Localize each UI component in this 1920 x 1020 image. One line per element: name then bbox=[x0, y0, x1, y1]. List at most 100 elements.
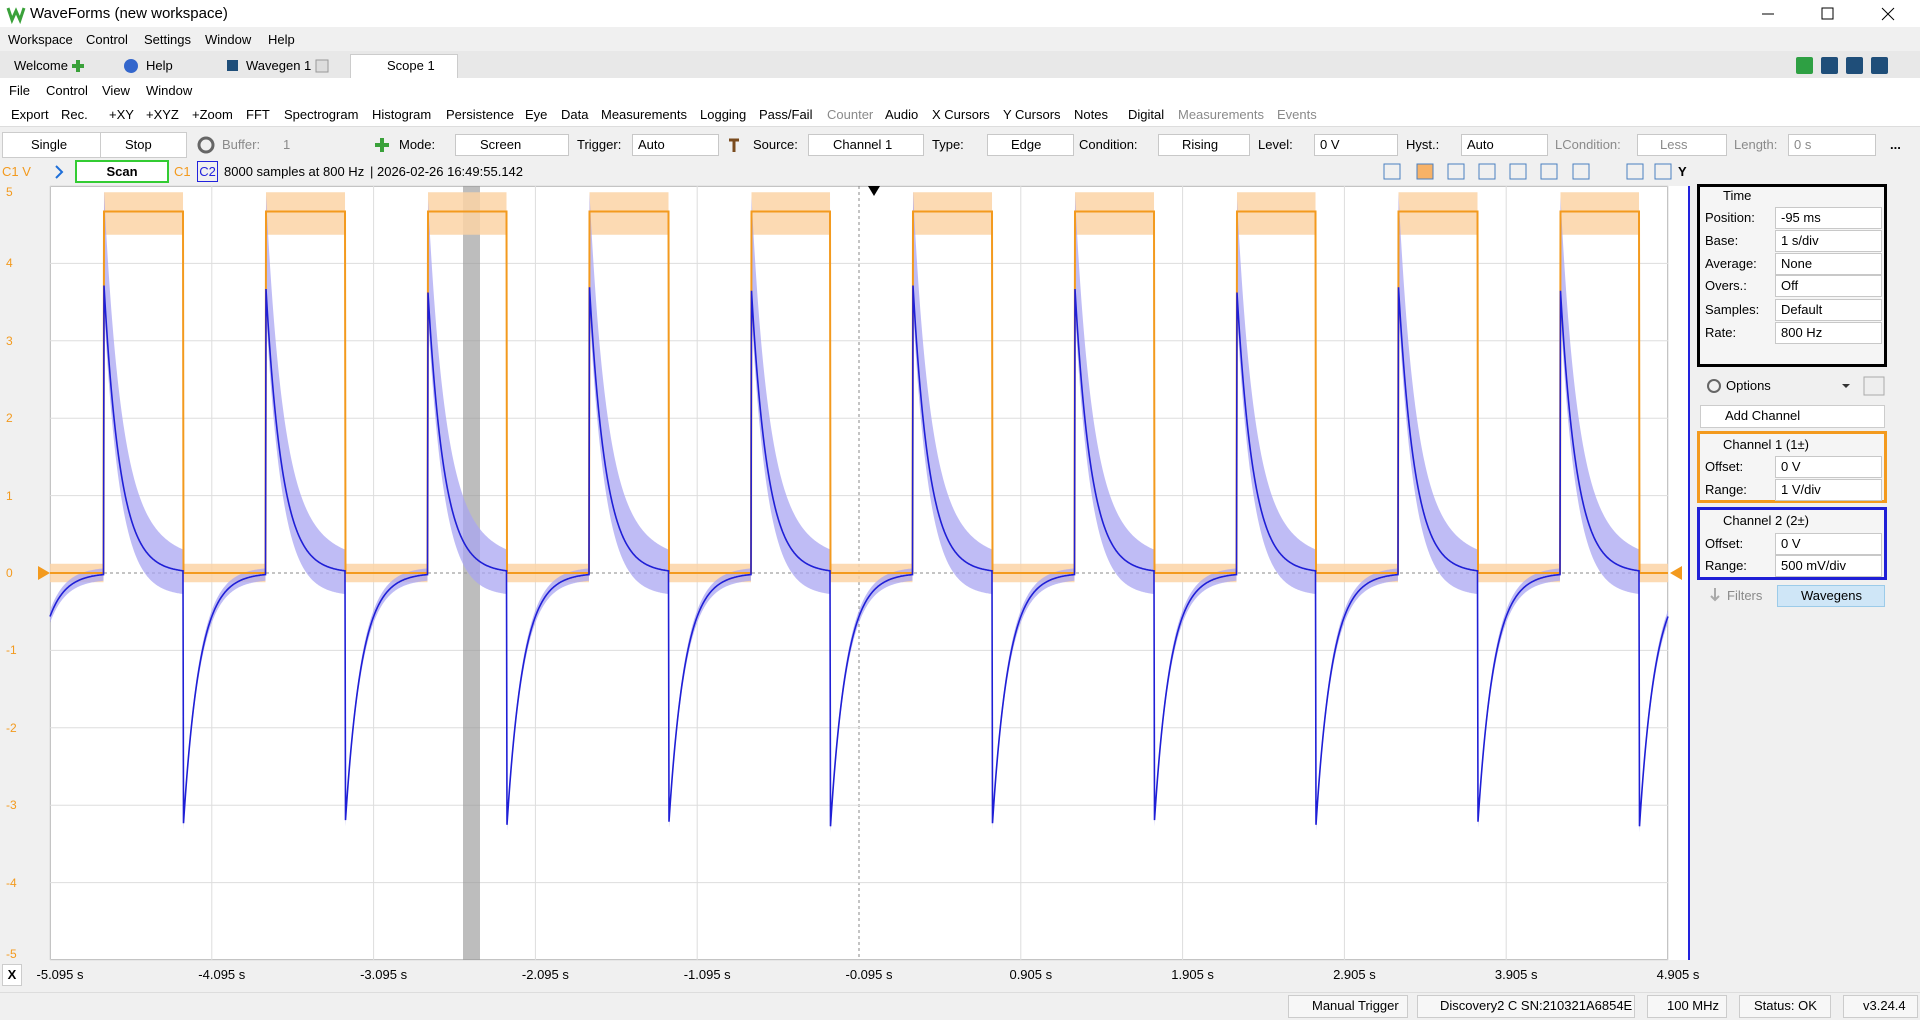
y-button[interactable]: Y bbox=[1678, 164, 1687, 179]
button[interactable] bbox=[2, 132, 114, 158]
trigger-combo[interactable]: Auto bbox=[632, 134, 719, 156]
menu-item[interactable]: Control bbox=[86, 32, 128, 47]
toolbar-button[interactable]: +XYZ bbox=[146, 107, 179, 122]
condition-combo[interactable]: Rising bbox=[1158, 134, 1250, 156]
toolbar-button[interactable]: Measurements bbox=[601, 107, 687, 122]
length-combo[interactable]: 0 s bbox=[1788, 134, 1876, 156]
field-combo[interactable]: 1 V/div bbox=[1775, 479, 1882, 501]
menu-item[interactable]: Control bbox=[46, 83, 88, 98]
status-item[interactable] bbox=[1288, 995, 1408, 1018]
single-label[interactable]: Single bbox=[31, 137, 68, 152]
toolbar-button[interactable]: Events bbox=[1277, 107, 1317, 122]
field-combo[interactable]: Default bbox=[1775, 299, 1882, 321]
menu-item[interactable]: Workspace bbox=[8, 32, 73, 47]
close-tab bbox=[315, 59, 329, 73]
status-text[interactable]: Manual Trigger bbox=[1312, 998, 1399, 1013]
toolbar-button[interactable]: Logging bbox=[700, 107, 747, 122]
hammer-icon bbox=[729, 138, 739, 152]
y-tick-label: 3 bbox=[6, 333, 13, 348]
button[interactable] bbox=[100, 132, 187, 158]
toolbar-button[interactable]: Y Cursors bbox=[1003, 107, 1061, 122]
status-text[interactable]: 100 MHz bbox=[1667, 998, 1720, 1013]
panel-header[interactable]: Channel 2 (2±) bbox=[1723, 513, 1809, 528]
tab-label[interactable]: Wavegen 1 bbox=[246, 58, 312, 73]
status-text[interactable]: Discovery2 C SN:210321A6854E bbox=[1440, 998, 1633, 1013]
unit-label: C1 V bbox=[2, 164, 31, 179]
label: Mode: bbox=[399, 137, 436, 152]
y-tick-label: 0 bbox=[6, 566, 13, 580]
toolbar-button[interactable]: Persistence bbox=[446, 107, 514, 122]
tab-label[interactable]: Welcome bbox=[14, 58, 68, 73]
toolbar-button[interactable]: +XY bbox=[109, 107, 134, 122]
status-item[interactable] bbox=[1647, 995, 1727, 1018]
field-combo[interactable]: 800 Hz bbox=[1775, 322, 1882, 344]
toolbar-button[interactable]: Rec. bbox=[61, 107, 88, 122]
hyst-combo[interactable]: Auto bbox=[1461, 134, 1548, 156]
down-arrow bbox=[1710, 588, 1720, 602]
menu-item[interactable]: Window bbox=[205, 32, 252, 47]
toolbar-button[interactable]: Histogram bbox=[372, 107, 432, 122]
tab-label[interactable]: Help bbox=[146, 58, 173, 73]
field-combo[interactable]: 0 V bbox=[1775, 456, 1882, 478]
menu-item[interactable]: Window bbox=[146, 83, 193, 98]
label: Source: bbox=[753, 137, 798, 152]
gear-icon bbox=[197, 136, 215, 154]
toolbar-button[interactable]: Eye bbox=[525, 107, 548, 122]
panel-tab-label[interactable]: Wavegens bbox=[1801, 588, 1862, 603]
toolbar-button[interactable]: Pass/Fail bbox=[759, 107, 813, 122]
menu-item[interactable]: Help bbox=[268, 32, 295, 47]
toolbar-button[interactable]: Notes bbox=[1074, 107, 1108, 122]
status-item[interactable] bbox=[1739, 995, 1831, 1018]
toolbar-button[interactable]: Export bbox=[11, 107, 49, 122]
plot-tool bbox=[1447, 163, 1465, 180]
type-combo[interactable]: Edge bbox=[987, 134, 1074, 156]
toolbar-button[interactable]: Audio bbox=[885, 107, 919, 122]
field-combo[interactable]: Off bbox=[1775, 275, 1882, 297]
channel2-trace bbox=[49, 285, 1669, 827]
panel-tab-label[interactable]: Filters bbox=[1727, 588, 1763, 603]
options-button[interactable]: Options bbox=[1726, 378, 1771, 393]
add-channel-label[interactable]: Add Channel bbox=[1725, 408, 1801, 423]
x-button[interactable]: X bbox=[2, 964, 22, 986]
toolbar-button[interactable]: Digital bbox=[1128, 107, 1165, 122]
stop-label[interactable]: Stop bbox=[125, 137, 152, 152]
field-combo[interactable]: 0 V bbox=[1775, 533, 1882, 555]
offset-marker bbox=[1670, 566, 1682, 580]
menu-item[interactable]: Settings bbox=[144, 32, 191, 47]
toolbar-button[interactable]: Spectrogram bbox=[284, 107, 359, 122]
plot-tool bbox=[1509, 163, 1527, 180]
x-tick-label: -2.095 s bbox=[521, 967, 569, 982]
status-item[interactable] bbox=[1417, 995, 1635, 1018]
menu-item[interactable]: File bbox=[9, 83, 30, 98]
field-combo[interactable]: 1 s/div bbox=[1775, 230, 1882, 252]
scope-toolbar bbox=[0, 103, 1920, 127]
value: 1 bbox=[283, 137, 291, 152]
field-combo[interactable]: None bbox=[1775, 253, 1882, 275]
toolbar-button[interactable]: FFT bbox=[246, 107, 270, 122]
level-combo[interactable]: 0 V bbox=[1314, 134, 1398, 156]
toolbar-button[interactable]: Counter bbox=[827, 107, 874, 122]
toolbar-button[interactable]: +Zoom bbox=[192, 107, 233, 122]
mode-combo[interactable]: Screen bbox=[455, 134, 569, 156]
tab[interactable] bbox=[350, 54, 458, 78]
status-text[interactable]: Status: OK bbox=[1754, 998, 1817, 1013]
panel-header[interactable]: Time bbox=[1723, 188, 1752, 203]
toolbar-button[interactable]: X Cursors bbox=[932, 107, 990, 122]
field-combo[interactable]: -95 ms bbox=[1775, 207, 1882, 229]
status-item[interactable] bbox=[1843, 995, 1918, 1018]
plot-tool bbox=[1654, 163, 1672, 180]
toolbar-button[interactable]: Measurements bbox=[1178, 107, 1264, 122]
toolbar-button[interactable]: Data bbox=[561, 107, 589, 122]
menu-item[interactable]: View bbox=[102, 83, 130, 98]
field-combo[interactable]: 500 mV/div bbox=[1775, 555, 1882, 577]
plot-tool bbox=[1478, 163, 1496, 180]
lcondition-combo[interactable]: Less bbox=[1637, 134, 1727, 156]
add-channel[interactable] bbox=[1700, 405, 1885, 428]
tab-label[interactable]: Scope 1 bbox=[387, 58, 435, 73]
status-text[interactable]: v3.24.4 bbox=[1863, 998, 1906, 1013]
field-label: Overs.: bbox=[1705, 278, 1747, 293]
panel-tab[interactable] bbox=[1777, 585, 1885, 607]
source-combo[interactable]: Channel 1 bbox=[808, 134, 924, 156]
panel-header[interactable]: Channel 1 (1±) bbox=[1723, 437, 1809, 452]
more-button[interactable]: ... bbox=[1890, 137, 1901, 152]
